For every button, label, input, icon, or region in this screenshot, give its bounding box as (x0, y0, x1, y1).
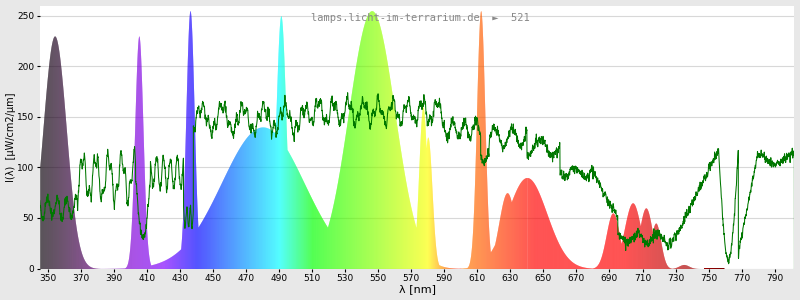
Text: lamps.licht-im-terrarium.de  ►  521: lamps.licht-im-terrarium.de ► 521 (311, 14, 530, 23)
X-axis label: λ [nm]: λ [nm] (398, 284, 435, 294)
Y-axis label: I(λ)  [μW/cm2/μm]: I(λ) [μW/cm2/μm] (6, 92, 15, 182)
